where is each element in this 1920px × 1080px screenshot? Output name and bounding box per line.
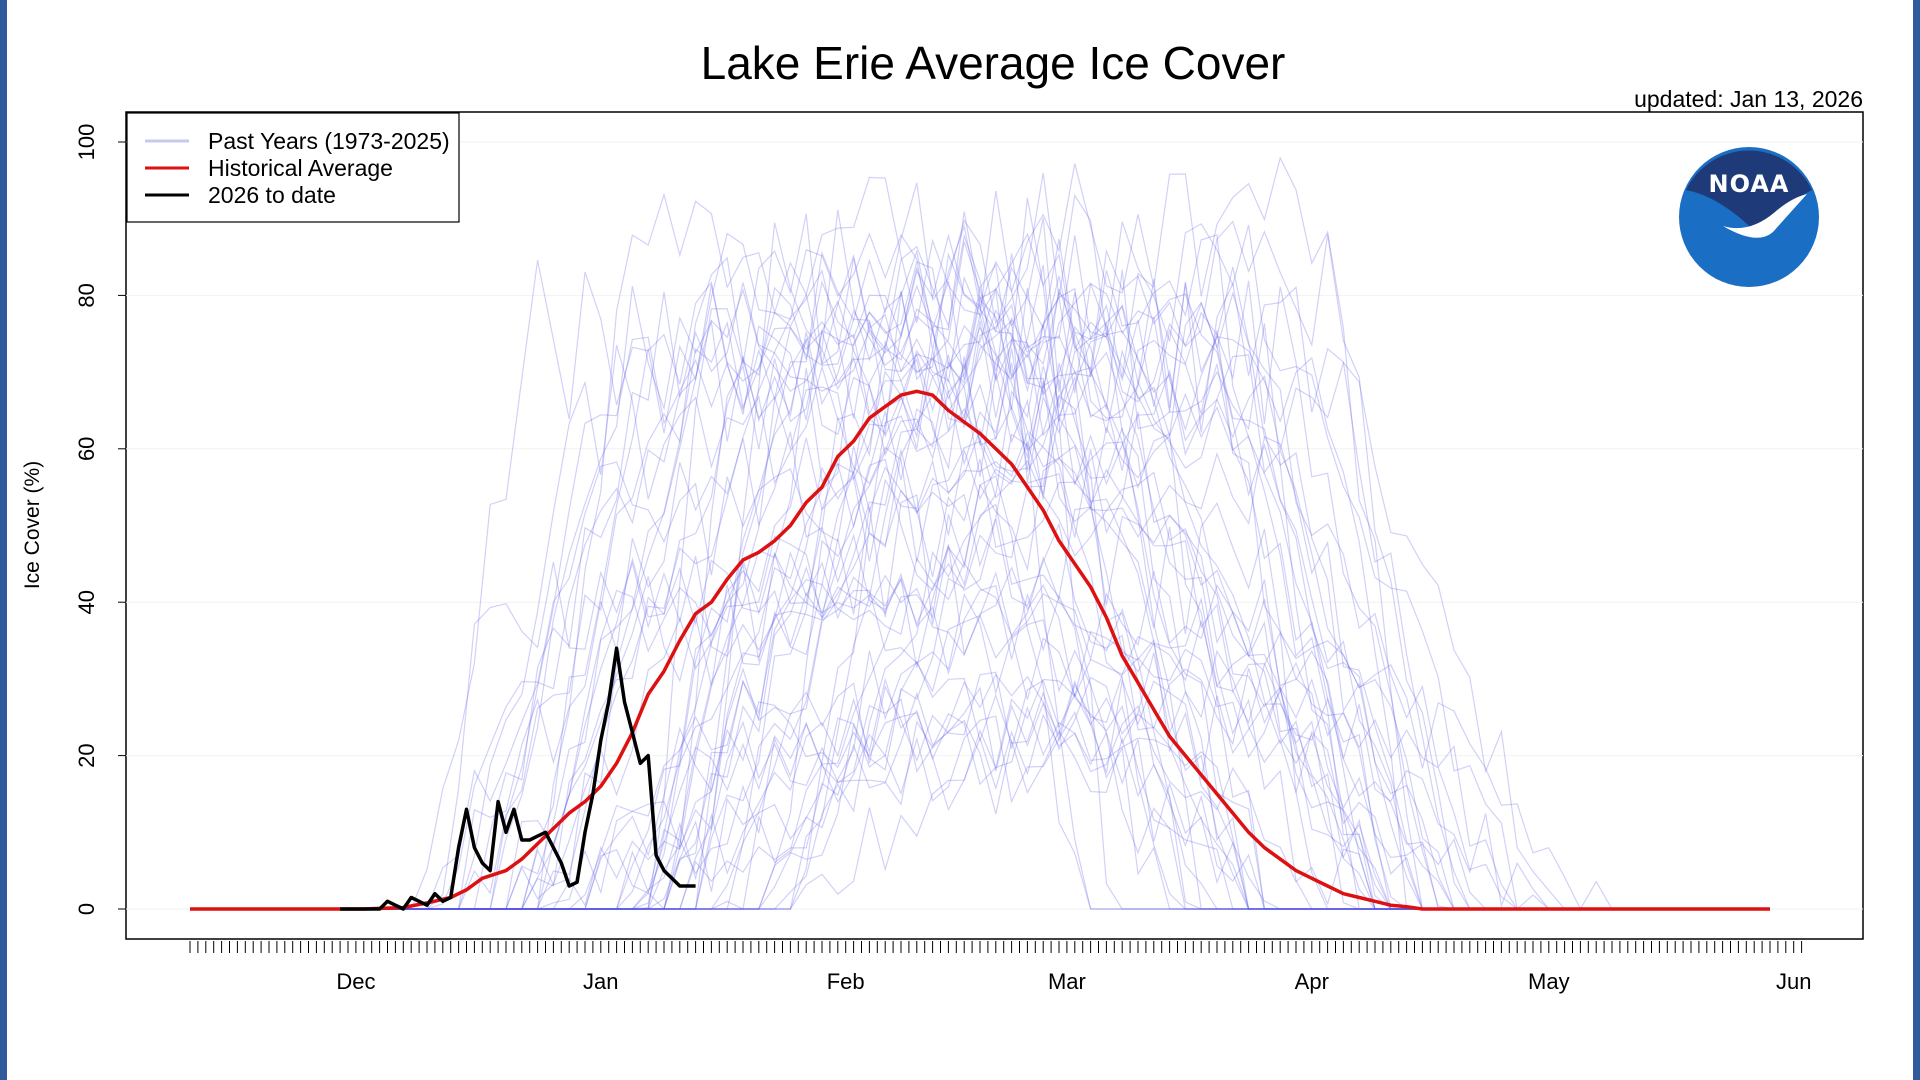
past-year-line <box>190 349 1770 910</box>
x-tick-label: Feb <box>827 969 865 994</box>
y-axis: 0 20 40 60 80 100 <box>74 124 126 915</box>
legend-label-current: 2026 to date <box>208 182 336 208</box>
y-tick-label: 40 <box>74 590 99 614</box>
x-tick-label: Mar <box>1048 969 1086 994</box>
current-season-line <box>340 646 696 911</box>
x-tick-label: Apr <box>1295 969 1329 994</box>
x-tick-label: Jun <box>1776 969 1811 994</box>
y-tick-label: 20 <box>74 743 99 767</box>
updated-label: updated: Jan 13, 2026 <box>1634 86 1863 112</box>
chart-title: Lake Erie Average Ice Cover <box>701 37 1286 89</box>
past-year-line <box>190 596 1770 910</box>
past-year-line <box>190 614 1770 911</box>
legend-label-past-years: Past Years (1973-2025) <box>208 128 450 154</box>
noaa-logo-text: NOAA <box>1709 170 1790 198</box>
x-tick-label: May <box>1528 969 1570 994</box>
past-year-line <box>190 213 1770 910</box>
noaa-logo: NOAA <box>1679 147 1819 287</box>
series-layer <box>190 389 1770 911</box>
historical-average-line <box>190 389 1770 911</box>
legend: Past Years (1973-2025) Historical Averag… <box>126 112 460 223</box>
past-year-line <box>190 648 1770 911</box>
y-tick-label: 100 <box>74 124 99 161</box>
x-tick-label: Dec <box>336 969 375 994</box>
legend-label-average: Historical Average <box>208 155 393 181</box>
ice-cover-chart: Lake Erie Average Ice Cover updated: Jan… <box>21 37 1864 994</box>
y-tick-label: 80 <box>74 283 99 307</box>
x-axis: Dec Jan Feb Mar Apr May Jun <box>189 941 1811 994</box>
plot-area <box>125 111 1864 940</box>
x-tick-label: Jan <box>583 969 618 994</box>
y-axis-label: Ice Cover (%) <box>21 461 44 589</box>
past-year-line <box>190 286 1770 910</box>
y-tick-label: 0 <box>74 903 99 915</box>
y-tick-label: 60 <box>74 437 99 461</box>
